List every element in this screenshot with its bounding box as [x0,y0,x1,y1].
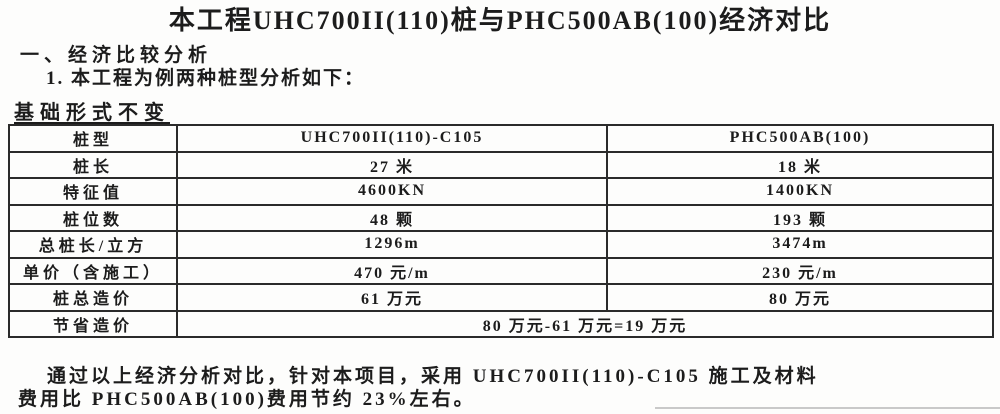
cell-phc-total-length: 3474m [606,230,994,259]
conclusion-paragraph: 通过以上经济分析对比，针对本项目，采用 UHC700II(110)-C105 施… [18,366,993,411]
row-label-pile-count: 桩位数 [8,203,178,232]
table-row: 节省造价 80 万元-61 万元=19 万元 [8,309,994,338]
cell-phc-characteristic-value: 1400KN [606,177,994,206]
cell-uhc-characteristic-value: 4600KN [176,177,608,206]
row-label-characteristic-value: 特征值 [8,177,178,206]
table-row: 总桩长/立方 1296m 3474m [8,230,994,259]
row-label-unit-price: 单价（含施工） [8,256,178,285]
cell-uhc-pile-length: 27 米 [176,150,608,179]
row-label-total-cost: 桩总造价 [8,283,178,312]
partial-table-border-line [655,407,1000,409]
table-row: 特征值 4600KN 1400KN [8,177,994,206]
row-label-pile-type: 桩型 [8,124,178,153]
cell-uhc-total-cost: 61 万元 [176,283,608,312]
table-row: 桩位数 48 颗 193 颗 [8,203,994,232]
conclusion-line-2: 费用比 PHC500AB(100)费用节约 23%左右。 [18,388,476,410]
cell-phc-unit-price: 230 元/m [606,256,994,285]
cell-uhc-pile-type: UHC700II(110)-C105 [176,124,608,153]
cell-uhc-total-length: 1296m [176,230,608,259]
row-label-saved-cost: 节省造价 [8,309,178,338]
cell-saved-cost-formula: 80 万元-61 万元=19 万元 [176,309,994,338]
section-heading: 一、经济比较分析 [20,45,213,66]
table-row: 桩长 27 米 18 米 [8,150,994,179]
subsection-heading: 1. 本工程为例两种桩型分析如下： [46,68,366,89]
cell-phc-pile-type: PHC500AB(100) [606,124,994,153]
row-label-total-length: 总桩长/立方 [8,230,178,259]
pile-comparison-table: 桩型 UHC700II(110)-C105 PHC500AB(100) 桩长 2… [8,124,994,338]
table-row: 桩型 UHC700II(110)-C105 PHC500AB(100) [8,124,994,153]
table-row: 单价（含施工） 470 元/m 230 元/m [8,256,994,285]
row-label-pile-length: 桩长 [8,150,178,179]
cell-phc-pile-length: 18 米 [606,150,994,179]
cell-phc-pile-count: 193 颗 [606,203,994,232]
cell-uhc-unit-price: 470 元/m [176,256,608,285]
cell-uhc-pile-count: 48 颗 [176,203,608,232]
table-row: 桩总造价 61 万元 80 万元 [8,283,994,312]
cell-phc-total-cost: 80 万元 [606,283,994,312]
document-title: 本工程UHC700II(110)桩与PHC500AB(100)经济对比 [168,6,832,35]
conclusion-line-1: 通过以上经济分析对比，针对本项目，采用 UHC700II(110)-C105 施… [47,366,819,387]
table-caption: 基础形式不变 [14,102,170,124]
